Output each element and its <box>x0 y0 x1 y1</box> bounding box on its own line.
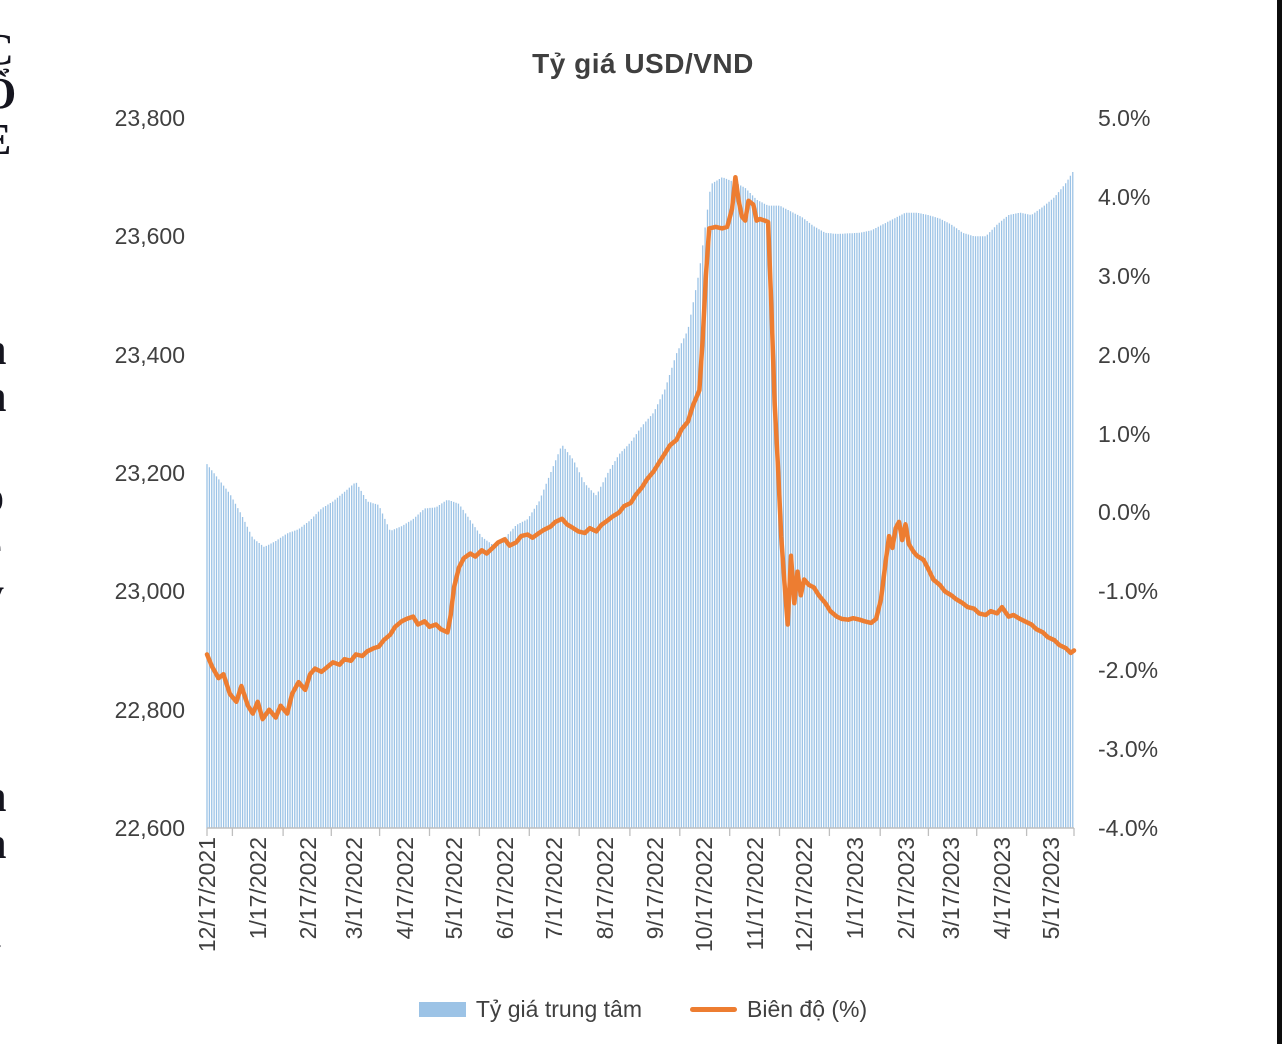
band-line-series <box>204 174 1077 722</box>
x-axis-label: 9/17/2022 <box>642 837 669 940</box>
legend-label-central-rate: Tỷ giá trung tâm <box>475 996 642 1022</box>
x-axis-label: 2/17/2022 <box>295 837 322 940</box>
chart-legend: Tỷ giá trung tâm Biên độ (%) <box>0 996 1286 1023</box>
clipped-edge-character: n <box>0 775 6 819</box>
legend-line-swatch <box>690 1007 737 1012</box>
chart-title: Tỷ giá USD/VND <box>532 48 754 79</box>
y-axis-label-left: 22,600 <box>114 815 185 841</box>
y-axis-label-right: 0.0% <box>1098 499 1151 526</box>
x-axis-label: 6/17/2022 <box>491 837 518 940</box>
y-axis-label-left: 23,600 <box>114 223 185 250</box>
y-axis-label-right: -4.0% <box>1098 815 1159 841</box>
x-axis-ticks <box>206 828 1075 836</box>
x-axis-label: 3/17/2022 <box>341 837 368 940</box>
y-axis-label-right: -3.0% <box>1098 736 1159 763</box>
clipped-edge-character: n <box>0 822 6 866</box>
clipped-edge-character: y <box>0 572 4 616</box>
x-axis-label: 1/17/2022 <box>244 837 271 940</box>
bar-series <box>206 172 1074 828</box>
y-axis-label-left: 23,800 <box>114 105 185 131</box>
x-axis-label: 4/17/2023 <box>989 837 1016 940</box>
clipped-edge-character: e <box>0 525 2 569</box>
x-axis-label: 7/17/2022 <box>540 837 567 940</box>
y-axis-label-right: -1.0% <box>1098 578 1159 605</box>
y-axis-label-left: 22,800 <box>114 696 185 723</box>
x-axis-label: 5/17/2022 <box>441 837 467 940</box>
y-axis-label-left: 23,000 <box>114 578 185 605</box>
x-axis-label: 2/17/2023 <box>892 837 919 940</box>
y-axis-label-right: 1.0% <box>1098 420 1151 447</box>
x-axis-label: 8/17/2022 <box>591 837 618 940</box>
x-axis-label: 12/17/2022 <box>791 837 818 953</box>
x-axis-label: 4/17/2022 <box>391 837 418 940</box>
x-axis-label: 10/17/2022 <box>691 837 718 953</box>
y-axis-label-right: 4.0% <box>1098 183 1151 210</box>
clipped-edge-character: o <box>0 475 4 519</box>
legend-item-central-rate: Tỷ giá trung tâm <box>418 996 642 1023</box>
x-axis-label: 11/17/2022 <box>742 837 768 951</box>
clipped-edge-character: n <box>0 328 6 372</box>
y-axis-label-right: -2.0% <box>1098 657 1159 684</box>
clipped-edge-character: Ổ <box>0 72 16 116</box>
x-axis-label: 3/17/2023 <box>938 837 965 940</box>
y-axis-label-left: 23,200 <box>114 460 185 486</box>
y-axis-label-left: 23,400 <box>114 341 185 368</box>
y-axis-label-right: 2.0% <box>1098 341 1151 368</box>
legend-item-band: Biên độ (%) <box>690 996 867 1023</box>
clipped-edge-character: n <box>0 375 6 419</box>
x-axis-label: 5/17/2023 <box>1038 837 1065 940</box>
clipped-edge-character: C <box>0 28 14 72</box>
x-axis-label: 12/17/2021 <box>194 837 220 953</box>
legend-bar-swatch <box>418 1002 466 1017</box>
clipped-edge-character: c <box>0 912 2 956</box>
legend-label-band: Biên độ (%) <box>747 996 868 1022</box>
y-axis-label-right: 5.0% <box>1098 105 1151 131</box>
page-edge-line <box>1277 0 1282 1044</box>
y-axis-label-right: 3.0% <box>1098 262 1151 289</box>
x-axis-label: 1/17/2023 <box>841 837 868 940</box>
clipped-edge-character: E <box>0 118 11 162</box>
